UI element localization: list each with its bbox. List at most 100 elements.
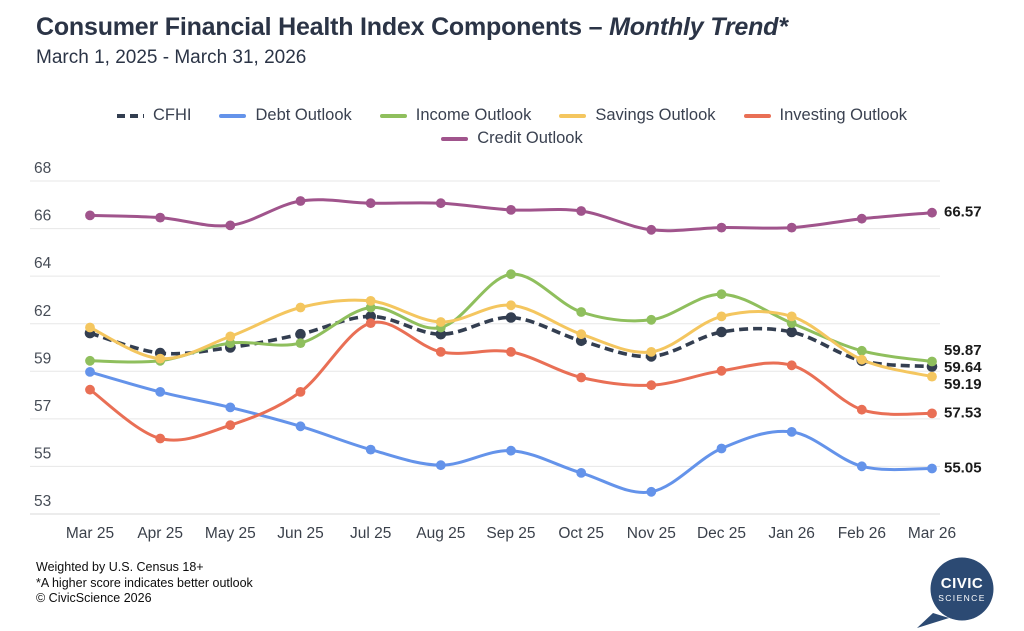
data-point-savings-outlook [435,317,446,327]
chart-title: Consumer Financial Health Index Componen… [36,13,788,42]
x-tick-label: Nov 25 [627,525,676,542]
data-point-cfhi [716,326,727,338]
data-point-savings-outlook [155,353,166,364]
data-point-savings-outlook [716,311,727,322]
legend-item-debt-outlook[interactable]: Debt Outlook [219,106,352,125]
end-value-label-income-outlook: 59.87 [944,342,982,359]
legend-item-income-outlook[interactable]: Income Outlook [379,106,532,125]
title-emphasis: Monthly Trend* [609,13,788,41]
data-point-investing-outlook [646,380,657,391]
data-point-credit-outlook [856,213,867,224]
x-tick-label: Feb 26 [838,525,886,542]
data-point-credit-outlook [365,198,376,209]
legend-label: Credit Outlook [477,129,583,147]
data-point-savings-outlook [225,331,236,342]
x-tick-label: Sep 25 [486,525,535,542]
series-line-debt-outlook [89,370,933,494]
legend-item-investing-outlook[interactable]: Investing Outlook [743,106,908,125]
data-point-income-outlook [927,356,937,367]
legend-item-cfhi[interactable]: CFHI [116,106,191,125]
data-point-credit-outlook [576,206,587,216]
x-tick-label: May 25 [205,525,256,542]
data-point-cfhi [786,326,797,338]
legend-marker-credit-outlook [441,136,469,141]
footnote-score-note: *A higher score indicates better outlook [36,575,253,590]
y-tick-label: 53 [34,493,51,510]
data-point-savings-outlook [786,311,797,322]
logo-text-civic: CIVIC [941,575,984,592]
x-tick-label: Aug 25 [416,525,465,542]
data-point-investing-outlook [225,420,236,431]
data-point-debt-outlook [295,421,306,432]
data-point-investing-outlook [856,404,867,415]
data-point-credit-outlook [646,224,657,235]
y-tick-label: 55 [34,446,51,463]
title-main: Consumer Financial Health Index Componen… [36,13,582,41]
data-point-credit-outlook [85,210,95,221]
data-point-credit-outlook [786,222,797,233]
data-point-debt-outlook [365,444,376,455]
data-point-credit-outlook [435,198,446,209]
legend-label: Income Outlook [415,106,532,124]
data-point-debt-outlook [786,427,797,437]
data-point-credit-outlook [506,205,516,215]
data-point-investing-outlook [435,347,446,357]
x-tick-label: Mar 25 [66,525,114,542]
data-point-credit-outlook [295,196,306,206]
data-point-income-outlook [506,269,516,280]
data-point-investing-outlook [295,387,306,397]
data-point-credit-outlook [716,222,727,233]
end-value-label-cfhi: 59.64 [944,359,982,376]
end-value-label-investing-outlook: 57.53 [944,404,982,421]
y-tick-label: 64 [34,255,52,272]
x-tick-label: Jan 26 [768,525,815,542]
data-point-cfhi [295,328,306,340]
x-tick-label: Jun 25 [277,525,324,542]
data-point-credit-outlook [155,212,166,223]
y-tick-label: 59 [34,350,51,367]
end-value-label-debt-outlook: 55.05 [944,459,982,476]
legend-item-credit-outlook[interactable]: Credit Outlook [441,129,583,148]
legend-marker-cfhi [116,113,144,118]
x-tick-label: Oct 25 [558,525,604,542]
legend-marker-savings-outlook [559,113,587,118]
y-tick-label: 62 [34,303,51,320]
data-point-credit-outlook [927,207,937,218]
series-line-savings-outlook [89,298,933,379]
data-point-savings-outlook [576,329,587,340]
data-point-investing-outlook [927,408,937,419]
data-point-income-outlook [716,289,727,300]
data-point-savings-outlook [927,371,937,382]
legend-item-savings-outlook[interactable]: Savings Outlook [559,106,716,125]
data-point-income-outlook [225,338,236,348]
data-point-income-outlook [646,314,657,325]
x-tick-label: Jul 25 [350,525,391,542]
legend-marker-investing-outlook [743,113,771,118]
footnote-copyright: © CivicScience 2026 [36,591,152,605]
data-point-savings-outlook [365,296,376,306]
data-point-income-outlook [856,345,867,356]
series-line-investing-outlook [89,320,933,442]
legend-label: Investing Outlook [779,106,908,124]
data-point-cfhi [505,312,517,323]
data-point-debt-outlook [506,445,516,456]
data-point-investing-outlook [85,384,95,395]
x-tick-label: Apr 25 [137,525,183,542]
end-value-label-credit-outlook: 66.57 [944,204,982,221]
legend-row: Credit Outlook [441,129,583,148]
legend-label: Savings Outlook [595,106,716,124]
data-point-debt-outlook [646,486,657,497]
data-point-investing-outlook [365,318,376,328]
data-point-savings-outlook [856,354,867,365]
footnotes: Weighted by U.S. Census 18+ *A higher sc… [36,560,253,607]
data-point-savings-outlook [506,300,516,311]
data-point-investing-outlook [716,365,727,376]
title-separator: – [588,13,603,41]
logo-bubble-tail [917,613,949,628]
data-point-income-outlook [85,355,95,366]
data-point-debt-outlook [576,468,587,478]
data-point-debt-outlook [155,387,166,397]
data-point-investing-outlook [576,372,587,383]
logo-bubble [930,557,994,621]
